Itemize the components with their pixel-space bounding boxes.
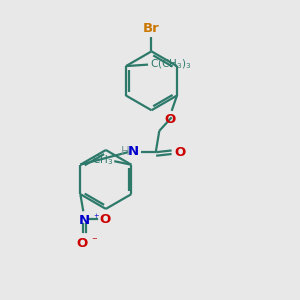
Text: $^+$: $^+$ [92,213,100,223]
Text: CH$_3$: CH$_3$ [92,153,113,167]
Text: N: N [79,214,90,226]
Text: N: N [128,145,139,158]
Text: O: O [100,213,111,226]
Text: $^-$: $^-$ [90,237,98,247]
Text: O: O [76,237,87,250]
Text: H: H [121,145,130,158]
Text: O: O [174,146,185,159]
Text: C(CH$_3$)$_3$: C(CH$_3$)$_3$ [149,58,191,71]
Text: Br: Br [143,22,160,35]
Text: O: O [165,113,176,126]
